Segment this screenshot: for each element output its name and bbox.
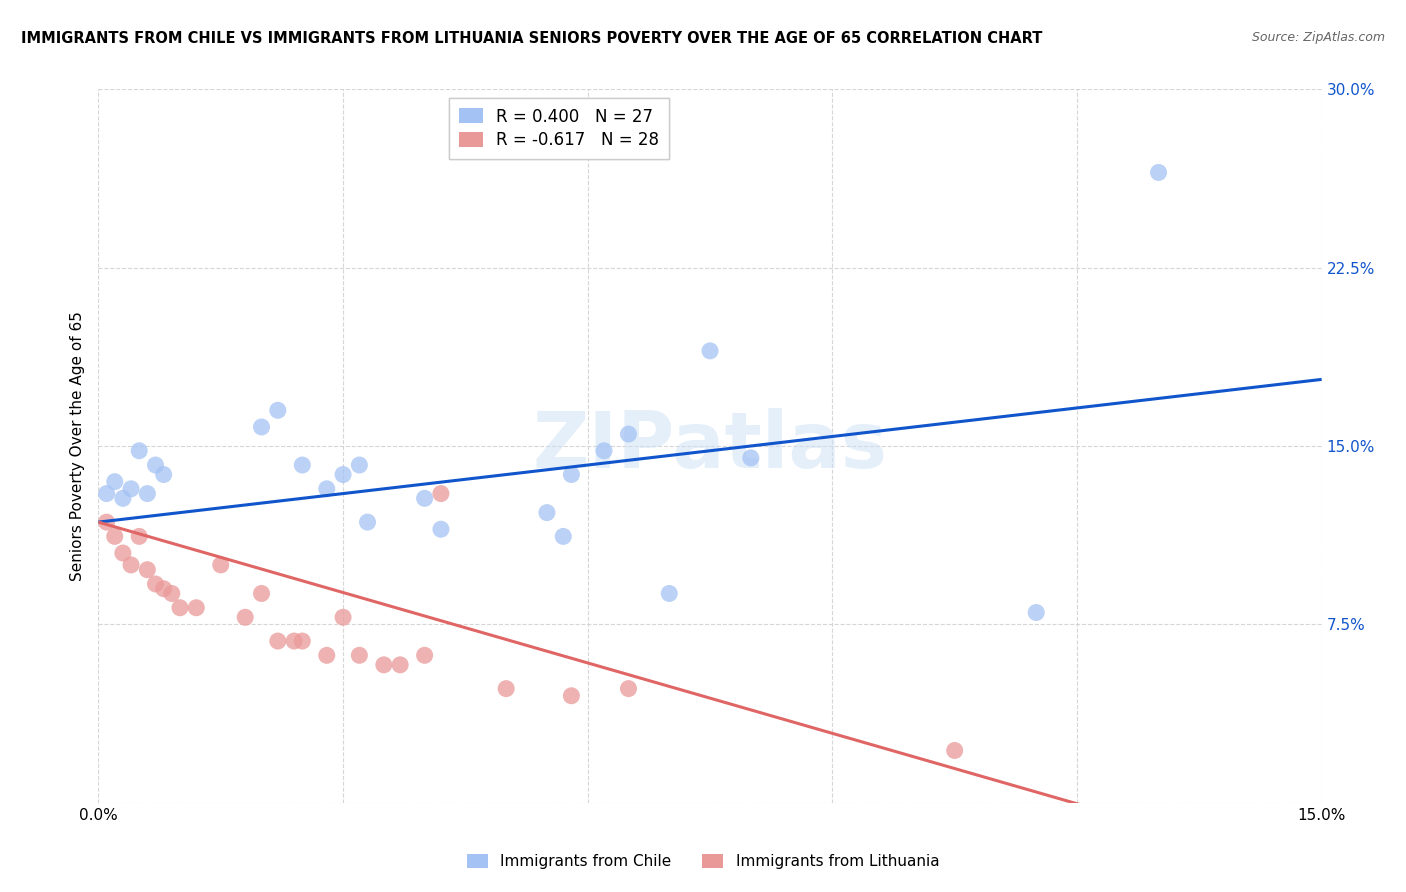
Point: [136, 563, 159, 577]
Point: [553, 529, 575, 543]
Point: [430, 522, 453, 536]
Point: [267, 634, 290, 648]
Point: [413, 491, 436, 506]
Point: [128, 443, 150, 458]
Point: [315, 648, 337, 663]
Point: [250, 420, 273, 434]
Point: [389, 657, 412, 672]
Point: [136, 486, 159, 500]
Point: [593, 443, 616, 458]
Point: [560, 689, 582, 703]
Point: [315, 482, 337, 496]
Text: Source: ZipAtlas.com: Source: ZipAtlas.com: [1251, 31, 1385, 45]
Point: [560, 467, 582, 482]
Point: [291, 458, 314, 472]
Point: [943, 743, 966, 757]
Point: [120, 482, 142, 496]
Point: [373, 657, 395, 672]
Point: [209, 558, 232, 572]
Point: [267, 403, 290, 417]
Point: [356, 515, 378, 529]
Point: [152, 467, 174, 482]
Point: [617, 681, 640, 696]
Point: [145, 577, 167, 591]
Point: [104, 529, 127, 543]
Text: ZIPatlas: ZIPatlas: [533, 408, 887, 484]
Point: [250, 586, 273, 600]
Point: [169, 600, 191, 615]
Y-axis label: Seniors Poverty Over the Age of 65: Seniors Poverty Over the Age of 65: [70, 311, 86, 581]
Point: [332, 610, 354, 624]
Point: [430, 486, 453, 500]
Point: [233, 610, 256, 624]
Point: [104, 475, 127, 489]
Point: [120, 558, 142, 572]
Point: [1147, 165, 1170, 179]
Point: [349, 648, 371, 663]
Point: [128, 529, 150, 543]
Point: [740, 450, 762, 465]
Point: [291, 634, 314, 648]
Legend: R = 0.400   N = 27, R = -0.617   N = 28: R = 0.400 N = 27, R = -0.617 N = 28: [450, 97, 669, 160]
Point: [1025, 606, 1047, 620]
Text: IMMIGRANTS FROM CHILE VS IMMIGRANTS FROM LITHUANIA SENIORS POVERTY OVER THE AGE : IMMIGRANTS FROM CHILE VS IMMIGRANTS FROM…: [21, 31, 1042, 46]
Point: [111, 491, 134, 506]
Point: [699, 343, 721, 358]
Point: [283, 634, 305, 648]
Point: [536, 506, 558, 520]
Point: [495, 681, 517, 696]
Point: [186, 600, 208, 615]
Legend: Immigrants from Chile, Immigrants from Lithuania: Immigrants from Chile, Immigrants from L…: [461, 848, 945, 875]
Point: [160, 586, 183, 600]
Point: [111, 546, 134, 560]
Point: [96, 486, 118, 500]
Point: [96, 515, 118, 529]
Point: [349, 458, 371, 472]
Point: [617, 427, 640, 442]
Point: [145, 458, 167, 472]
Point: [413, 648, 436, 663]
Point: [658, 586, 681, 600]
Point: [332, 467, 354, 482]
Point: [152, 582, 174, 596]
